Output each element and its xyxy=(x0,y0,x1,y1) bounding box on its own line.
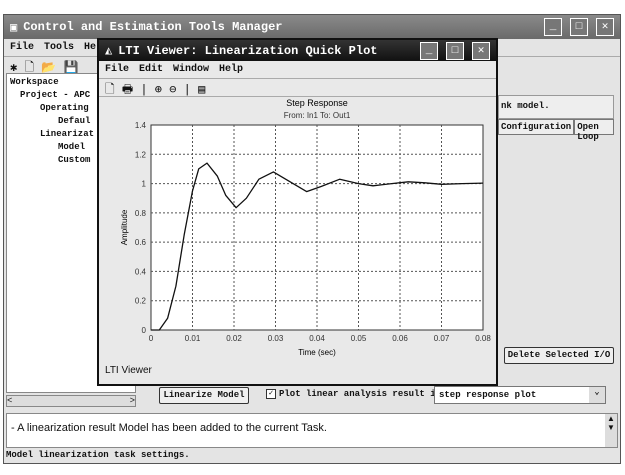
menu-help[interactable]: Help xyxy=(84,42,108,53)
x-tick-label: 0.01 xyxy=(185,334,201,343)
plot-result-checkbox[interactable]: ✓ xyxy=(266,389,276,399)
save-icon[interactable]: 💾 xyxy=(63,61,79,75)
maximize-button[interactable]: □ xyxy=(570,18,588,36)
chevron-down-icon[interactable]: ⌄ xyxy=(589,387,605,403)
main-title-bar[interactable]: ▣ Control and Estimation Tools Manager _… xyxy=(4,15,620,39)
y-tick-label: 1.2 xyxy=(135,150,147,159)
zoom-in-icon[interactable]: ⊕ xyxy=(154,83,163,97)
lti-title-bar[interactable]: ◭ LTI Viewer: Linearization Quick Plot _… xyxy=(99,40,496,61)
x-tick-label: 0.05 xyxy=(351,334,367,343)
x-tick-label: 0.07 xyxy=(434,334,450,343)
y-axis-label: Amplitude xyxy=(120,209,129,245)
message-scrollbar[interactable]: ▲ ▼ xyxy=(605,414,617,447)
menu-file[interactable]: File xyxy=(10,42,35,53)
new-figure-icon[interactable]: 🗋 xyxy=(105,83,115,97)
x-tick-label: 0.08 xyxy=(475,334,491,343)
chart-subtitle: From: In1 To: Out1 xyxy=(284,111,351,120)
x-tick-label: 0 xyxy=(149,334,154,343)
y-tick-label: 0 xyxy=(142,326,147,335)
matlab-icon: ◭ xyxy=(105,44,113,58)
message-panel: - A linearization result Model has been … xyxy=(6,413,618,448)
lti-close-button[interactable]: ✕ xyxy=(472,41,490,60)
plot-result-label: Plot linear analysis result in a xyxy=(279,389,452,399)
lti-menu-edit[interactable]: Edit xyxy=(139,64,164,75)
tree-default[interactable]: Defaul xyxy=(58,116,91,126)
lti-maximize-button[interactable]: □ xyxy=(446,41,464,60)
lti-menu-file[interactable]: File xyxy=(105,64,130,75)
plot-type-value: step response plot xyxy=(439,390,537,400)
tree-hscrollbar[interactable]: < > xyxy=(6,395,136,407)
lti-menu-window[interactable]: Window xyxy=(173,64,210,75)
lti-minimize-button[interactable]: _ xyxy=(420,41,438,60)
task-description: nk model. xyxy=(498,95,614,119)
tree-custom[interactable]: Custom xyxy=(58,155,91,165)
lti-viewer-window: ◭ LTI Viewer: Linearization Quick Plot _… xyxy=(97,38,498,386)
plot-config-icon[interactable]: ▤ xyxy=(198,83,206,97)
tree-project[interactable]: Project - APC xyxy=(20,90,91,100)
step-response-line xyxy=(151,162,484,331)
print-icon[interactable]: 🖶 xyxy=(121,83,134,97)
lti-menu-help[interactable]: Help xyxy=(219,64,244,75)
message-text: - A linearization result Model has been … xyxy=(11,422,327,434)
minimize-button[interactable]: _ xyxy=(544,18,562,36)
y-tick-label: 1 xyxy=(142,180,147,189)
x-tick-label: 0.04 xyxy=(309,334,325,343)
lti-status: LTI Viewer xyxy=(105,365,152,376)
y-tick-label: 1.4 xyxy=(135,121,147,130)
new-task-icon[interactable]: ✱ xyxy=(10,61,18,75)
y-tick-label: 0.2 xyxy=(135,297,147,306)
tree-operating[interactable]: Operating xyxy=(40,103,89,113)
tree-workspace[interactable]: Workspace xyxy=(10,77,59,87)
app-icon: ▣ xyxy=(10,20,18,35)
x-tick-label: 0.02 xyxy=(226,334,242,343)
x-axis-label: Time (sec) xyxy=(298,348,336,357)
col-open-loop[interactable]: Open Loop xyxy=(574,119,614,142)
y-tick-label: 0.8 xyxy=(135,209,147,218)
lti-title: LTI Viewer: Linearization Quick Plot xyxy=(118,43,378,58)
tree-linearization[interactable]: Linearizat xyxy=(40,129,95,139)
tree-model[interactable]: Model xyxy=(58,142,86,152)
y-tick-label: 0.6 xyxy=(135,238,147,247)
step-response-chart: 0 0.01 0.02 0.03 0.04 0.05 0.06 0.07 0.08 0 0.2 0.4… xyxy=(120,98,491,357)
delete-selected-io-button[interactable]: Delete Selected I/O xyxy=(504,347,614,364)
new-icon[interactable]: 🗋 xyxy=(24,61,35,75)
plot-type-select[interactable]: step response plot ⌄ xyxy=(434,386,606,404)
y-tick-label: 0.4 xyxy=(135,267,147,276)
chart-title: Step Response xyxy=(286,98,348,108)
close-button[interactable]: ✕ xyxy=(596,18,614,36)
window-title: Control and Estimation Tools Manager xyxy=(23,20,283,34)
col-configuration[interactable]: Configuration xyxy=(498,119,575,135)
zoom-out-icon[interactable]: ⊖ xyxy=(169,83,177,97)
open-icon[interactable]: 📂 xyxy=(41,61,57,75)
x-tick-label: 0.03 xyxy=(268,334,284,343)
menu-tools[interactable]: Tools xyxy=(44,42,75,53)
linearize-model-button[interactable]: Linearize Model xyxy=(159,387,249,404)
status-bar: Model linearization task settings. xyxy=(6,450,190,460)
plot-area xyxy=(150,124,484,331)
x-tick-label: 0.06 xyxy=(392,334,408,343)
